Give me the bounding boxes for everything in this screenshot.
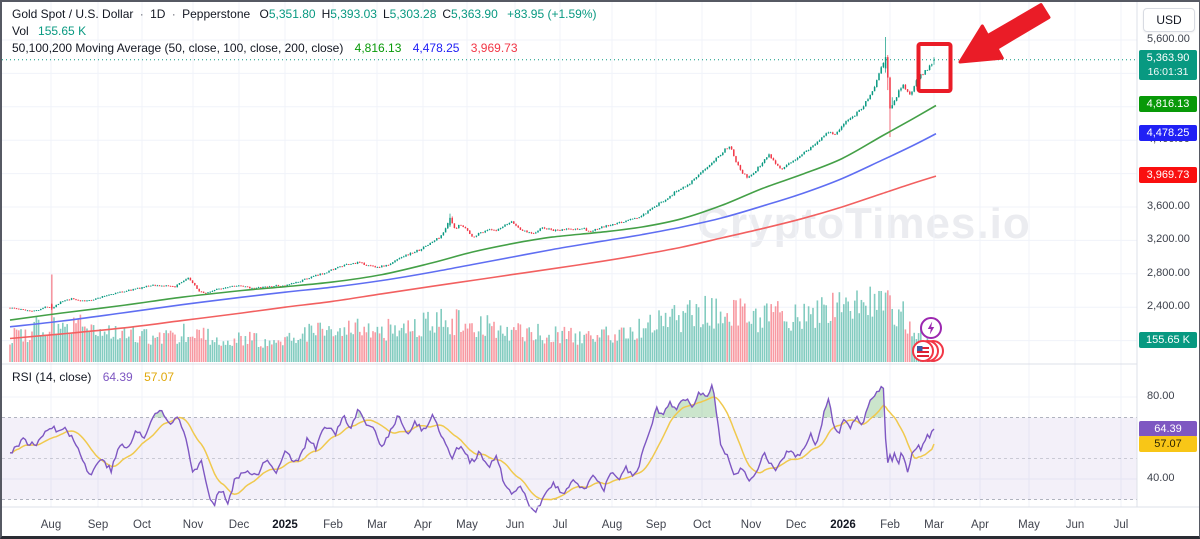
candlesticks [9,36,935,312]
time-axis-month-label: Aug [601,519,623,531]
rsi-value-badge: 64.39 [1139,421,1197,437]
ma-indicator-title[interactable]: 50,100,200 Moving Average (50, close, 10… [12,41,344,55]
volume-value: 155.65 K [38,24,87,38]
last-price-value: 5,363.90 [1146,51,1190,64]
symbol-title[interactable]: Gold Spot / U.S. Dollar [12,7,134,21]
annotation-arrow [958,3,1051,64]
ma200-value: 3,969.73 [470,41,518,55]
lightning-event-icon[interactable] [919,316,943,340]
time-axis-month-label: Dec [785,519,807,531]
volume-row: Vol 155.65 K [12,23,597,40]
time-axis-month-label: Jul [1113,519,1129,531]
symbol-row: Gold Spot / U.S. Dollar · 1D · Peppersto… [12,7,597,21]
price-axis[interactable]: USD 5,600.004,400.003,600.003,200.002,80… [1137,2,1199,507]
time-axis-month-label: Apr [971,519,989,531]
ohlc-key: L [382,7,390,21]
time-axis-year-label: 2026 [830,519,856,531]
usd-coins-event-icon[interactable] [910,339,944,363]
ma50-price-badge: 4,816.13 [1139,96,1197,113]
ma100-value: 4,478.25 [412,41,460,55]
time-axis-month-label: Nov [740,519,762,531]
rsi-value: 64.39 [102,370,133,384]
volume-bars [9,274,935,362]
time-axis-month-label: Jun [505,519,525,531]
interval-label[interactable]: 1D [150,7,166,21]
ma50-line [9,104,937,321]
time-axis-month-label: Jul [552,519,568,531]
rsi-ma-value: 57.07 [144,370,175,384]
ohlc-key: O [259,7,269,21]
price-tick-label: 3,200.00 [1147,233,1190,246]
time-axis-month-label: Sep [87,519,109,531]
time-axis-month-label: May [1018,519,1040,531]
time-axis[interactable]: Aug Sep Oct Nov Dec 2025 Feb Mar Apr May Jun Jul Aug… [2,507,1137,536]
rsi-indicator-title[interactable]: RSI (14, close) [12,370,92,384]
ma100-price-badge: 4,478.25 [1139,124,1197,141]
rsi-overbought-fill [153,410,164,418]
rsi-ma-line [10,396,935,501]
currency-button[interactable]: USD [1143,8,1195,32]
time-axis-month-label: Nov [182,519,204,531]
time-axis-month-label: Mar [367,519,387,531]
time-axis-month-label: Oct [693,519,711,531]
ohlc-key: H [321,7,331,21]
gridlines [2,2,1137,507]
rsi-line [9,382,935,514]
rsi-legend: RSI (14, close) 64.39 57.07 [12,370,174,384]
ma200-line [9,175,937,340]
ohlc-value: 5,363.90 [451,7,498,21]
volume-label: Vol [12,24,29,38]
time-axis-month-label: Oct [133,519,151,531]
ohlc-value: 5,303.28 [389,7,437,21]
rsi-tick-label: 40.00 [1147,472,1175,484]
price-tick-label: 5,600.00 [1147,33,1190,45]
rsi-overbought-fill [357,409,362,418]
time-axis-month-label: Feb [880,519,900,531]
last-price-badge: 5,363.90 16:01:31 [1139,49,1197,80]
ohlc-value: 5,393.03 [330,7,377,21]
ma100-line [9,132,937,328]
time-axis-month-label: Apr [414,519,432,531]
time-axis-month-label: Sep [645,519,667,531]
ohlc-values: O5,351.80 H5,393.03 L5,303.28 C5,363.90 [254,7,498,21]
volume-badge: 155.65 K [1139,332,1197,349]
time-axis-month-label: Jun [1065,519,1085,531]
price-tick-label: 2,800.00 [1147,266,1190,279]
time-axis-month-label: Dec [228,519,250,531]
time-axis-month-label: Mar [924,519,944,531]
rsi-ma-value-badge: 57.07 [1139,436,1197,452]
price-tick-label: 3,600.00 [1147,200,1190,212]
rsi-overbought-fill [654,385,717,418]
ma-indicator-row: 50,100,200 Moving Average (50, close, 10… [12,40,597,57]
chart-legend: Gold Spot / U.S. Dollar · 1D · Peppersto… [12,6,597,57]
time-axis-month-label: Feb [323,519,343,531]
ohlc-key: C [442,7,452,21]
rsi-overbought-fill [865,386,884,418]
ohlc-value: 5,351.80 [268,7,316,21]
time-axis-year-label: 2025 [272,519,298,531]
change-value: +83.95 (+1.59%) [507,7,597,21]
ma50-value: 4,816.13 [354,41,402,55]
countdown-timer: 16:01:31 [1147,65,1189,78]
price-tick-label: 2,400.00 [1147,300,1190,313]
highlight-box [916,42,953,93]
time-axis-month-label: Aug [40,519,62,531]
provider-label: Pepperstone [182,7,251,21]
ma200-price-badge: 3,969.73 [1139,167,1197,184]
rsi-tick-label: 80.00 [1147,390,1175,402]
time-axis-month-label: May [456,519,478,531]
